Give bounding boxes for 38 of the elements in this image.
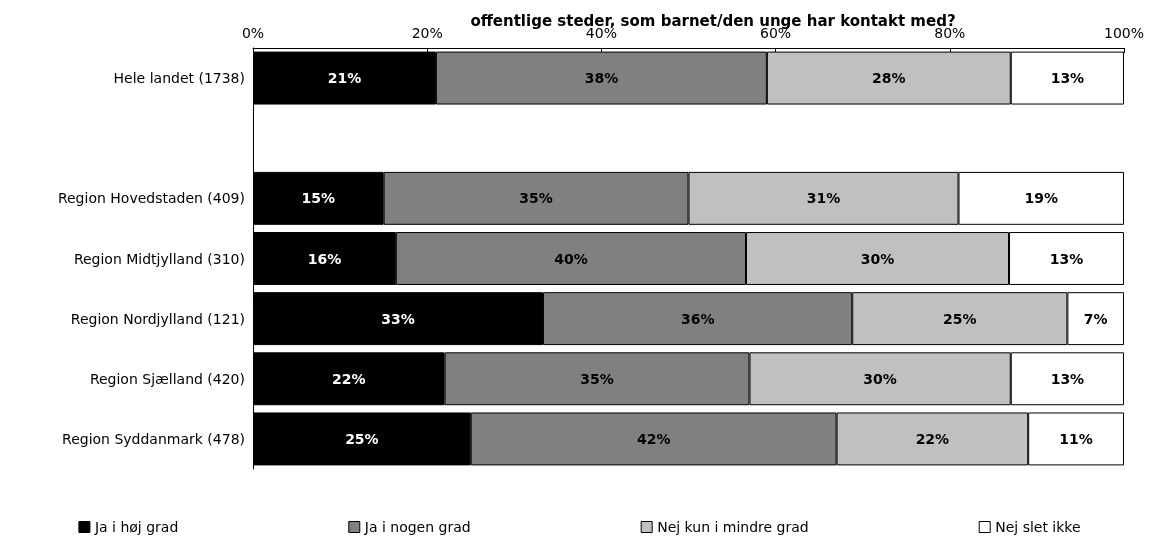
legend-label: Ja i høj grad (93, 519, 179, 535)
data-label: 25% (943, 310, 977, 327)
data-label: 40% (554, 250, 588, 267)
y-tick-label: Region Sjælland (420) (89, 370, 245, 387)
y-tick-label: Region Hovedstaden (409) (57, 190, 245, 207)
legend-label: Ja i nogen grad (363, 519, 471, 535)
data-label: 38% (584, 70, 619, 87)
y-tick-label: Region Syddanmark (478) (62, 430, 245, 447)
x-tick-label: 0% (241, 25, 265, 41)
data-label: 16% (307, 250, 342, 267)
x-tick-label: 100% (1103, 25, 1145, 41)
data-label: 30% (860, 250, 895, 267)
data-label: 15% (301, 190, 336, 207)
data-label: 22% (332, 370, 366, 387)
x-tick-label: 80% (934, 25, 966, 41)
data-label: 35% (580, 370, 614, 387)
data-label: 42% (636, 430, 671, 447)
data-label: 33% (381, 310, 415, 327)
data-label: 21% (327, 70, 362, 87)
y-tick-label: Hele landet (1738) (113, 70, 245, 87)
data-label: 35% (519, 190, 553, 207)
data-label: 19% (1024, 190, 1059, 207)
data-label: 13% (1050, 370, 1085, 387)
y-tick-label: Region Nordjylland (121) (70, 310, 245, 327)
data-label: 22% (915, 430, 950, 447)
data-label: 31% (806, 190, 841, 207)
data-label: 11% (1059, 430, 1093, 447)
data-label: 25% (345, 430, 379, 447)
data-label: 13% (1049, 250, 1084, 267)
data-label: 13% (1050, 70, 1085, 87)
legend-label: Nej kun i mindre grad (657, 519, 809, 535)
y-tick-label: Region Midtjylland (310) (73, 250, 245, 267)
legend-label: Nej slet ikke (995, 519, 1081, 535)
data-label: 28% (872, 70, 906, 87)
data-label: 7% (1083, 310, 1108, 327)
x-tick-label: 20% (411, 25, 443, 41)
data-label: 30% (863, 370, 897, 387)
data-label: 36% (680, 310, 715, 327)
